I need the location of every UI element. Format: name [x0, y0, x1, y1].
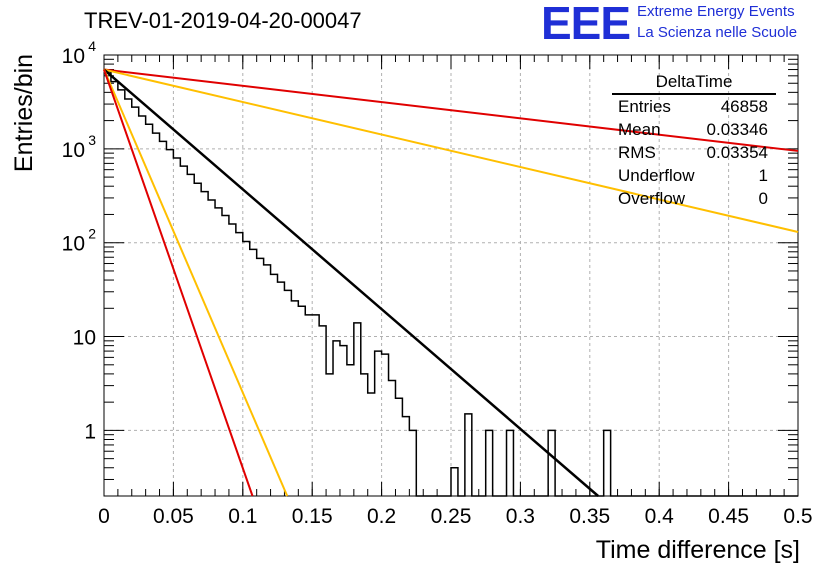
logo-line-1: Extreme Energy Events: [637, 3, 795, 20]
x-axis-label: Time difference [s]: [596, 536, 800, 564]
x-tick-labels: 0 0.05 0.1 0.15 0.2 0.25 0.3 0.35 0.4 0.45 0.5: [98, 505, 812, 528]
logo-line-2: La Scienza nelle Scuole: [637, 24, 798, 41]
fit-line: [103, 69, 289, 497]
stats-row-entries: Entries 46858: [612, 95, 776, 118]
x-tick-label: 0: [98, 505, 110, 528]
stats-row-overflow: Overflow 0: [612, 187, 776, 210]
stats-label: Overflow: [618, 189, 686, 208]
x-tick-label: 0.05: [153, 505, 194, 528]
axis-ticks: [103, 54, 799, 496]
y-tick-label: 10: [73, 327, 96, 350]
histogram-outline: [104, 71, 798, 497]
fit-lines: [103, 68, 799, 497]
y-tick-exponent: 3: [88, 132, 96, 148]
stats-label: RMS: [618, 143, 656, 162]
y-tick-exponent: 2: [88, 226, 96, 242]
stats-value: 46858: [720, 97, 768, 116]
y-axis-label: Entries/bin: [10, 54, 38, 172]
stats-box: DeltaTime Entries 46858 Mean 0.03346 RMS…: [612, 72, 776, 210]
stats-value: 0: [758, 189, 768, 208]
stats-row-rms: RMS 0.03354: [612, 141, 776, 164]
fit-line: [103, 69, 254, 497]
fit-line: [103, 68, 599, 497]
x-tick-label: 0.3: [506, 505, 535, 528]
histogram-series: [104, 71, 798, 497]
stats-label: Underflow: [618, 166, 695, 185]
stats-label: Mean: [618, 120, 661, 139]
stats-value: 0.03346: [706, 120, 768, 139]
x-tick-label: 0.45: [708, 505, 749, 528]
y-tick-label: 10: [62, 233, 85, 256]
x-tick-label: 0.5: [783, 505, 812, 528]
stats-row-mean: Mean 0.03346: [612, 118, 776, 141]
x-tick-label: 0.15: [292, 505, 333, 528]
y-tick-label: 10: [62, 45, 85, 68]
x-tick-label: 0.35: [569, 505, 610, 528]
stats-label: Entries: [618, 97, 671, 116]
grid-lines: [104, 55, 798, 496]
stats-title: DeltaTime: [612, 72, 776, 95]
x-tick-label: 0.2: [367, 505, 396, 528]
fit-line: [103, 68, 799, 233]
y-tick-label: 10: [62, 139, 85, 162]
stats-value: 1: [758, 166, 768, 185]
chart-title: TREV-01-2019-04-20-00047: [84, 8, 362, 33]
stats-value: 0.03354: [706, 143, 768, 162]
x-tick-label: 0.25: [431, 505, 472, 528]
y-tick-exponent: 4: [88, 38, 96, 54]
stats-row-underflow: Underflow 1: [612, 164, 776, 187]
fit-line: [103, 68, 799, 152]
y-tick-label: 1: [84, 420, 96, 443]
eee-logo: EEE: [541, 0, 631, 49]
x-tick-label: 0.1: [228, 505, 257, 528]
x-tick-label: 0.4: [645, 505, 675, 528]
